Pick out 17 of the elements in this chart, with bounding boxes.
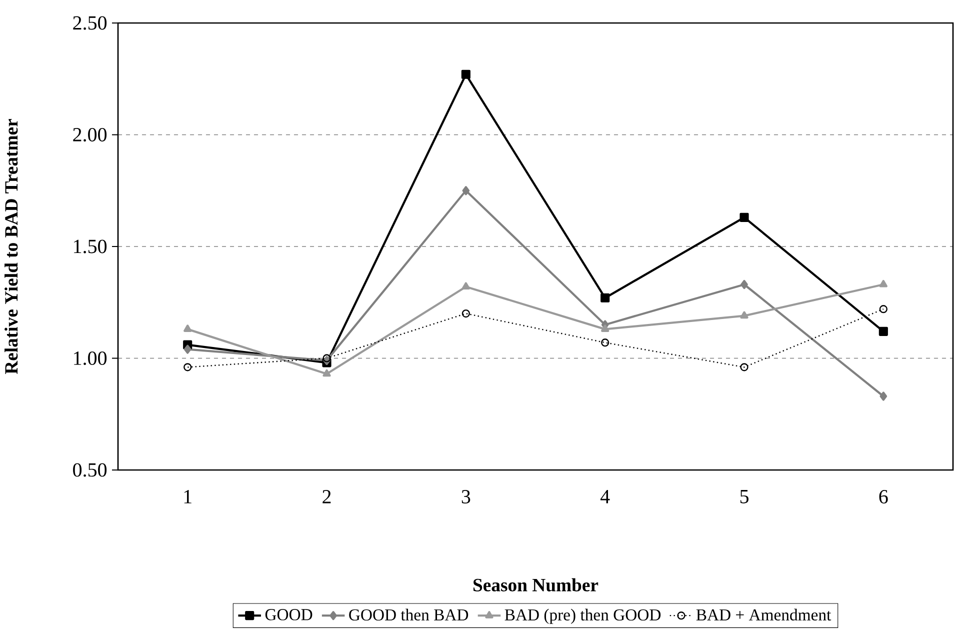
x-axis-title: Season Number [474, 578, 598, 592]
y-tick-label: 2.00 [73, 128, 107, 142]
legend-label: BAD (pre) then GOOD [504, 608, 661, 624]
x-tick-label: 3 [462, 490, 470, 504]
y-tick-label: 0.50 [73, 463, 107, 477]
y-tick-label: 1.00 [74, 351, 107, 366]
x-tick-label: 2 [322, 490, 331, 504]
legend-label: GOOD then BAD [349, 608, 468, 621]
x-tick-label: 1 [184, 490, 192, 504]
y-tick-label: 2.50 [73, 16, 107, 30]
x-tick-label: 4 [600, 490, 610, 504]
legend-label: GOOD [265, 609, 312, 620]
x-tick-label: 6 [879, 490, 888, 504]
y-axis-title: Relative Yield to BAD Treatmer [4, 119, 18, 374]
x-tick-label: 5 [740, 490, 748, 504]
legend-label: BAD + Amendment [696, 608, 832, 621]
y-tick-label: 1.50 [74, 240, 107, 254]
